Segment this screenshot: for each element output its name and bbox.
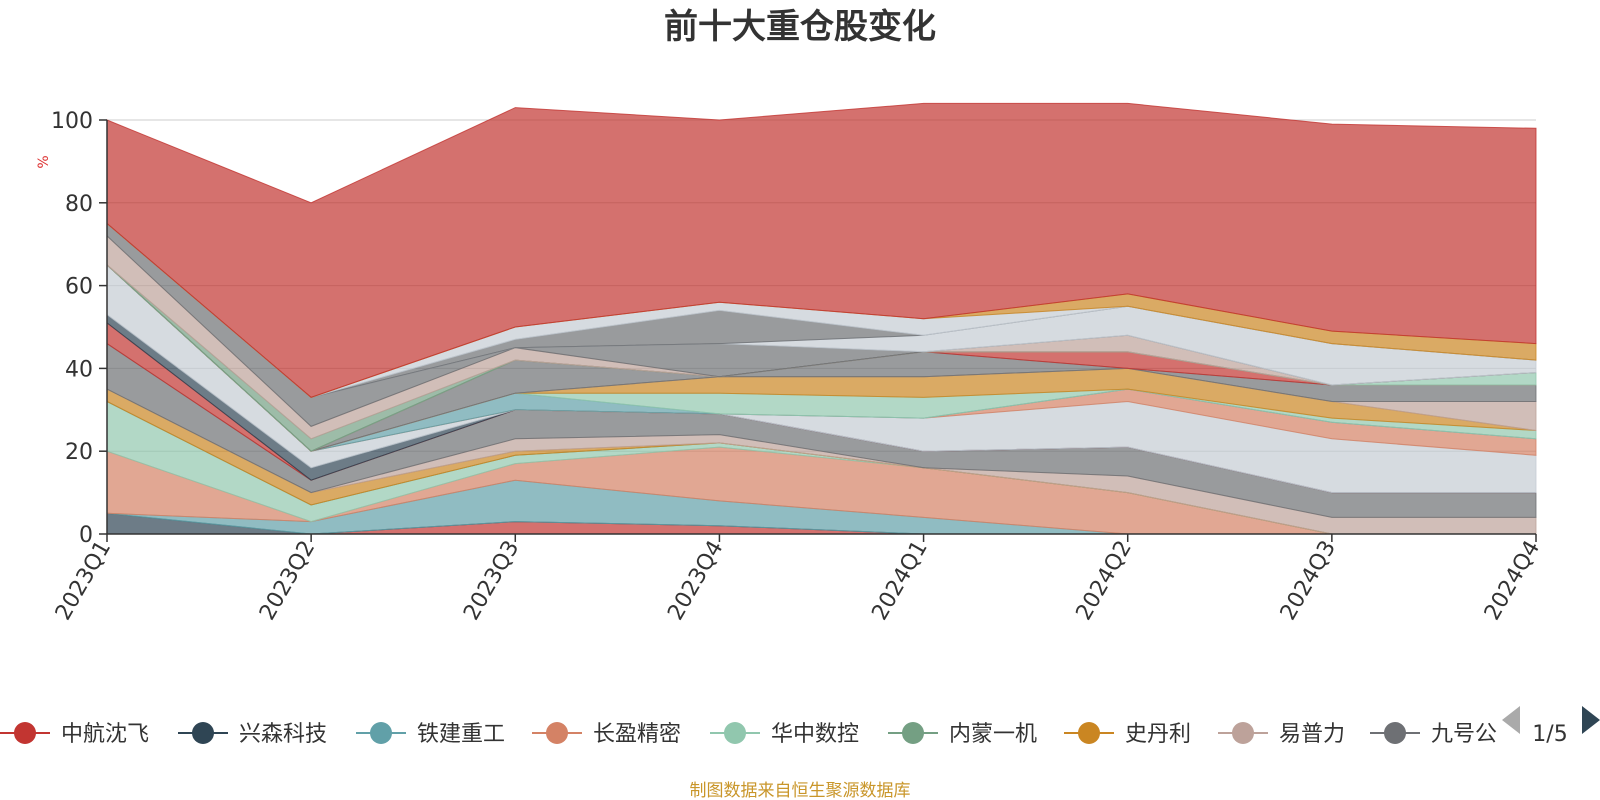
legend-item-7[interactable]: 易普力 [1218, 722, 1345, 747]
legend-label-0: 中航沈飞 [61, 722, 149, 747]
legend-prev-page-icon[interactable] [1502, 706, 1520, 734]
legend-item-5[interactable]: 内蒙一机 [888, 722, 1037, 747]
legend-label-5: 内蒙一机 [949, 722, 1037, 747]
legend-label-4: 华中数控 [771, 722, 859, 747]
y-tick-label-1: 20 [65, 440, 93, 465]
legend-label-6: 史丹利 [1125, 722, 1191, 747]
legend-label-7: 易普力 [1279, 722, 1345, 747]
legend-marker-7 [1232, 722, 1254, 744]
legend: 中航沈飞 兴森科技 铁建重工 长盈精密 华中数控 内蒙一机 史丹利 易普力 九号公 [0, 722, 1497, 747]
y-tick-label-4: 80 [65, 192, 93, 217]
legend-marker-6 [1078, 722, 1100, 744]
legend-item-1[interactable]: 兴森科技 [178, 722, 327, 747]
legend-marker-8 [1384, 722, 1406, 744]
legend-marker-5 [902, 722, 924, 744]
legend-pager: 1/5 [1502, 706, 1600, 747]
y-axis-label: % [36, 155, 52, 168]
y-tick-label-0: 0 [79, 523, 93, 548]
x-tick-label-3: 2023Q4 [663, 537, 728, 625]
x-tick-label-0: 2023Q1 [51, 537, 116, 625]
y-tick-label-3: 60 [65, 275, 93, 300]
area-series-27 [106, 102, 1537, 398]
legend-label-2: 铁建重工 [417, 722, 505, 747]
area-series-group [106, 102, 1537, 535]
legend-item-3[interactable]: 长盈精密 [532, 722, 681, 747]
y-tick-label-5: 100 [51, 109, 93, 134]
legend-marker-0 [14, 722, 36, 744]
chart-title: 前十大重仓股变化 [664, 7, 936, 47]
x-tick-label-1: 2023Q2 [255, 537, 320, 625]
y-tick-label-2: 40 [65, 357, 93, 382]
legend-item-8[interactable]: 九号公 [1370, 722, 1497, 747]
legend-marker-2 [370, 722, 392, 744]
legend-marker-3 [546, 722, 568, 744]
x-tick-label-4: 2024Q1 [867, 537, 932, 625]
legend-item-2[interactable]: 铁建重工 [356, 722, 505, 747]
legend-label-8: 九号公 [1431, 722, 1497, 747]
x-tick-label-2: 2023Q3 [459, 537, 524, 625]
data-source-note: 制图数据来自恒生聚源数据库 [690, 781, 911, 800]
legend-item-6[interactable]: 史丹利 [1064, 722, 1191, 747]
legend-item-4[interactable]: 华中数控 [710, 722, 859, 747]
legend-page-indicator: 1/5 [1532, 722, 1567, 747]
legend-marker-4 [724, 722, 746, 744]
legend-label-3: 长盈精密 [593, 722, 681, 747]
x-tick-label-7: 2024Q4 [1480, 537, 1545, 625]
x-tick-label-6: 2024Q3 [1276, 537, 1341, 625]
x-tick-label-5: 2024Q2 [1072, 537, 1137, 625]
legend-next-page-icon[interactable] [1582, 706, 1600, 734]
legend-label-1: 兴森科技 [239, 722, 327, 747]
legend-marker-1 [192, 722, 214, 744]
legend-item-0[interactable]: 中航沈飞 [0, 722, 149, 747]
